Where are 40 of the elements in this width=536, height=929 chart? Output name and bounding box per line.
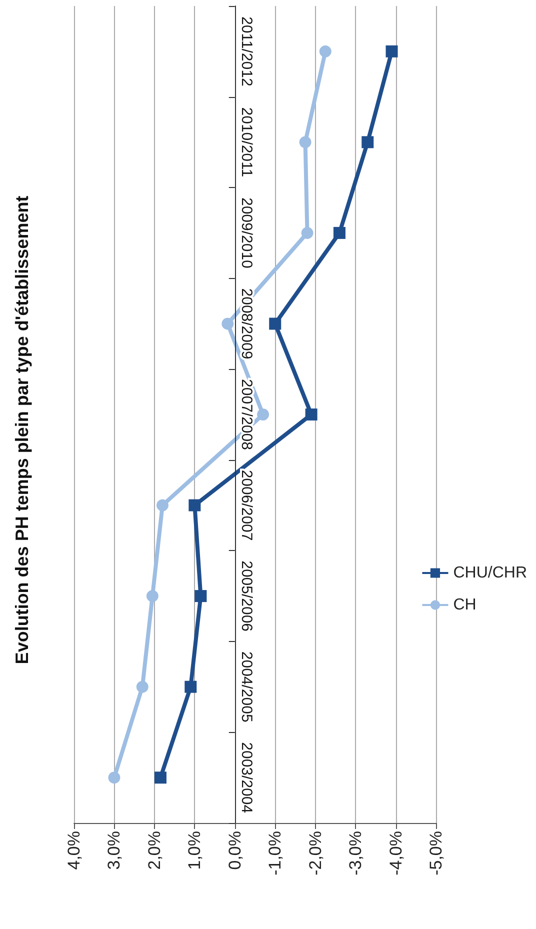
point — [222, 318, 234, 330]
y-tick-label: 2009/2010 — [238, 197, 255, 268]
x-tick-label: 0,0% — [225, 831, 244, 870]
point — [269, 318, 282, 330]
point — [319, 45, 332, 58]
point — [184, 680, 197, 693]
legend-label: CHU/CHR — [453, 564, 528, 582]
text: Evolution des PH temps plein par type d'établissement — [12, 196, 32, 664]
y-tick-label: 2010/2011 — [238, 107, 255, 178]
point — [305, 408, 318, 420]
point — [257, 408, 270, 420]
y-tick-label: 2003/2004 — [238, 742, 255, 814]
y-tick-label: 2005/2006 — [238, 560, 255, 632]
x-tick-label: 1,0% — [185, 831, 204, 870]
x-tick-label: -4,0% — [386, 831, 406, 876]
point — [156, 499, 168, 512]
point — [136, 680, 148, 693]
y-tick-label: 2008/2009 — [238, 288, 255, 360]
x-tick-label: -1,0% — [266, 831, 285, 876]
y-tick-label: 2006/2007 — [238, 470, 255, 541]
point — [301, 226, 314, 239]
point — [386, 45, 398, 58]
x-tick-label: 2,0% — [144, 831, 164, 870]
point — [108, 772, 120, 784]
point — [146, 590, 158, 602]
point — [194, 590, 207, 602]
x-tick-label: 3,0% — [104, 831, 124, 870]
y-tick-label: 2011/2012 — [238, 16, 255, 86]
y-tick-label: 2004/2005 — [238, 651, 255, 722]
y-tick-label: 2007/2008 — [238, 379, 255, 450]
point — [362, 136, 374, 148]
x-tick-label: 4,0% — [64, 831, 84, 870]
point — [333, 226, 346, 239]
x-tick-label: -3,0% — [346, 831, 366, 876]
x-tick-label: -5,0% — [426, 831, 446, 876]
x-tick-label: -2,0% — [306, 831, 325, 876]
point — [188, 499, 201, 512]
legend-label: CH — [453, 596, 476, 614]
point — [154, 772, 166, 784]
point — [299, 136, 312, 148]
